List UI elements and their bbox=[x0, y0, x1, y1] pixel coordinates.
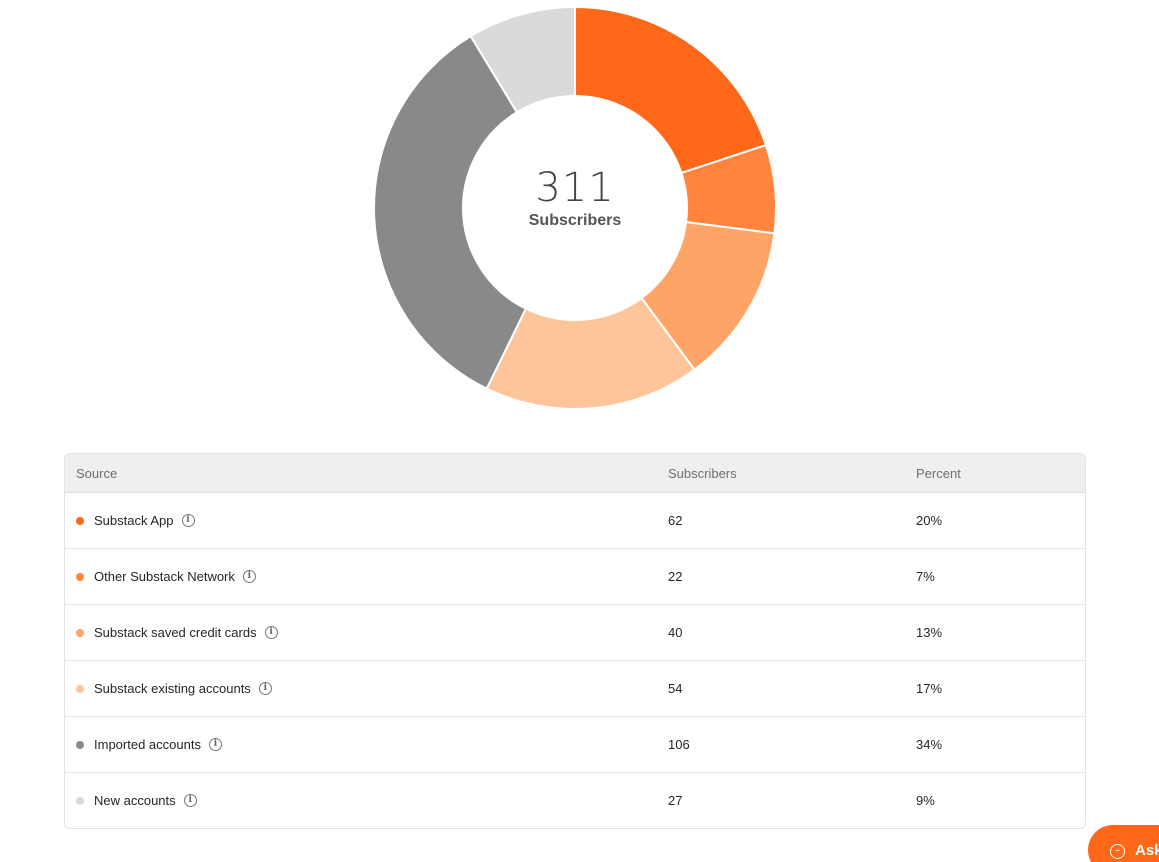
donut-slice-imported-accounts[interactable] bbox=[374, 34, 528, 390]
source-label: Imported accounts bbox=[94, 737, 201, 752]
subscribers-value: 22 bbox=[668, 569, 683, 584]
table-row: New accounts i 27 9% bbox=[65, 773, 1085, 828]
row-source-cell: New accounts i bbox=[65, 793, 657, 808]
legend-dot bbox=[76, 628, 84, 637]
legend-dot bbox=[76, 684, 84, 693]
table-row: Imported accounts i 106 34% bbox=[65, 717, 1085, 773]
donut-slice-substack-app[interactable] bbox=[574, 7, 768, 175]
subscribers-value: 27 bbox=[668, 793, 683, 808]
donut-svg bbox=[374, 7, 776, 409]
table-row: Substack App i 62 20% bbox=[65, 493, 1085, 549]
ask-button-label: Ask bbox=[1135, 841, 1159, 859]
info-icon[interactable]: i bbox=[181, 514, 195, 527]
percent-value: 7% bbox=[916, 569, 935, 584]
chat-bubble-icon: ··· bbox=[1110, 843, 1125, 859]
header-subscribers[interactable]: Subscribers bbox=[668, 465, 737, 481]
source-label: Other Substack Network bbox=[94, 569, 235, 584]
percent-value: 34% bbox=[916, 737, 943, 752]
header-source[interactable]: Source bbox=[76, 465, 118, 481]
table-row: Other Substack Network i 22 7% bbox=[65, 549, 1085, 605]
ask-button[interactable]: ··· Ask bbox=[1088, 825, 1159, 862]
percent-value: 9% bbox=[916, 793, 935, 808]
source-label: Substack App bbox=[94, 513, 174, 528]
donut-slice-new-accounts[interactable] bbox=[469, 7, 576, 114]
percent-value: 20% bbox=[916, 513, 943, 528]
header-percent[interactable]: Percent bbox=[916, 465, 961, 481]
subscribers-value: 40 bbox=[668, 625, 683, 640]
row-source-cell: Other Substack Network i bbox=[65, 569, 657, 584]
info-icon[interactable]: i bbox=[183, 794, 197, 807]
source-label: Substack existing accounts bbox=[94, 681, 251, 696]
percent-value: 17% bbox=[916, 681, 943, 696]
row-source-cell: Substack App i bbox=[65, 513, 657, 528]
subscribers-value: 62 bbox=[668, 513, 683, 528]
percent-value: 13% bbox=[916, 625, 943, 640]
subscribers-value: 54 bbox=[668, 681, 683, 696]
source-label: Substack saved credit cards bbox=[94, 625, 257, 640]
info-icon[interactable]: i bbox=[258, 682, 272, 695]
table-row: Substack existing accounts i 54 17% bbox=[65, 661, 1085, 717]
info-icon[interactable]: i bbox=[208, 738, 222, 751]
info-icon[interactable]: i bbox=[242, 570, 256, 583]
legend-dot bbox=[76, 740, 84, 749]
row-source-cell: Imported accounts i bbox=[65, 737, 657, 752]
donut-slice-substack-existing-accounts[interactable] bbox=[485, 296, 696, 409]
row-source-cell: Substack existing accounts i bbox=[65, 681, 657, 696]
subscribers-value: 106 bbox=[668, 737, 690, 752]
table-header: Source Subscribers Percent bbox=[65, 454, 1085, 493]
info-icon[interactable]: i bbox=[264, 626, 278, 639]
table-row: Substack saved credit cards i 40 13% bbox=[65, 605, 1085, 661]
legend-dot bbox=[76, 516, 84, 525]
source-label: New accounts bbox=[94, 793, 176, 808]
legend-dot bbox=[76, 796, 84, 805]
source-table: Source Subscribers Percent Substack App … bbox=[64, 453, 1086, 829]
subscriber-source-donut-chart: 311 Subscribers bbox=[374, 7, 776, 409]
row-source-cell: Substack saved credit cards i bbox=[65, 625, 657, 640]
legend-dot bbox=[76, 572, 84, 581]
